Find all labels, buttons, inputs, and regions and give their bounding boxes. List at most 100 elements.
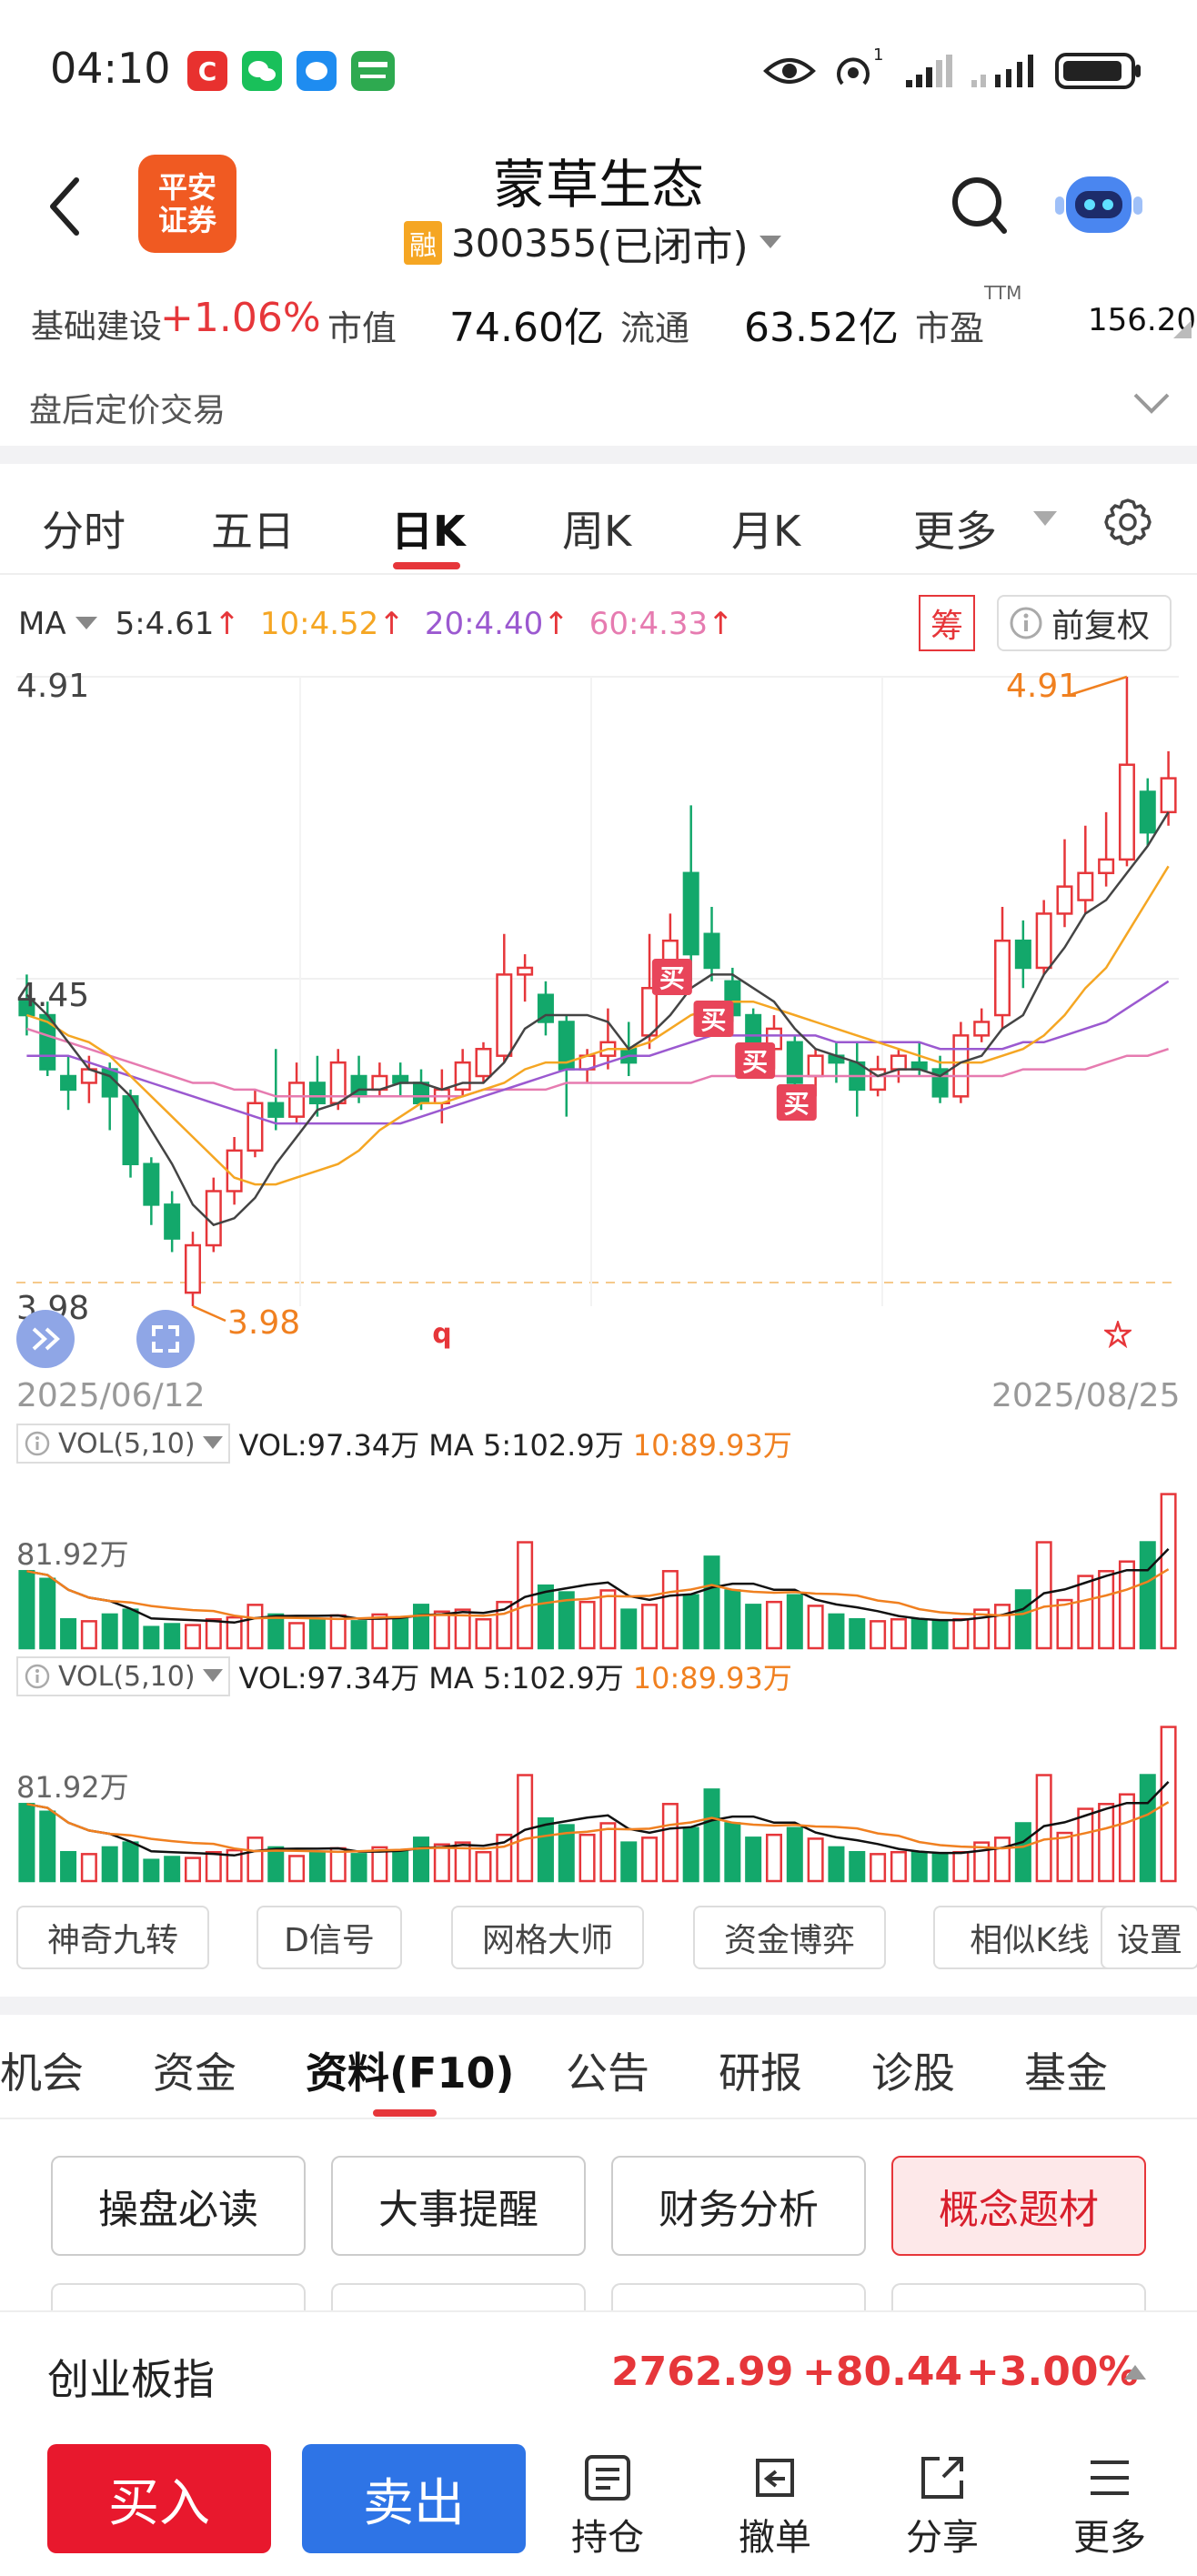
volume-bar: [308, 1617, 326, 1650]
message-icon: [297, 51, 337, 91]
back-icon[interactable]: [45, 175, 82, 238]
candle: [517, 966, 534, 976]
ai-assistant-icon[interactable]: [1053, 162, 1144, 244]
holdings-tool[interactable]: 持仓: [553, 2451, 662, 2561]
candle: [786, 1041, 803, 1084]
volume-bar: [1139, 1541, 1156, 1650]
candle: [1014, 939, 1031, 970]
capital-game-button[interactable]: 资金博弈: [693, 1906, 886, 1969]
index-ticker[interactable]: 创业板指 2762.99 +80.44 +3.00%: [0, 2310, 1197, 2424]
tab-announcement[interactable]: 公告: [566, 2048, 649, 2098]
volume-bar: [288, 1622, 306, 1650]
collapse-left-button[interactable]: [16, 1310, 75, 1368]
double-chevron-icon: [30, 1325, 61, 1353]
vol-value: VOL:97.34万: [238, 1428, 420, 1463]
tab-daily-k[interactable]: 日K: [391, 507, 466, 556]
kline-tabs: 分时 五日 日K 周K 月K 更多: [0, 464, 1197, 573]
grid-master-button[interactable]: 网格大师: [451, 1906, 644, 1969]
tab-f10[interactable]: 资料(F10): [306, 2048, 515, 2098]
volume-bar: [371, 1846, 388, 1883]
event-marker-icon[interactable]: q: [431, 1319, 453, 1350]
sell-button[interactable]: 卖出: [302, 2444, 526, 2553]
svg-text:1: 1: [873, 47, 882, 65]
volume-bar: [246, 1836, 264, 1883]
tab-monthly-k[interactable]: 月K: [731, 507, 801, 556]
star-marker-icon[interactable]: [1104, 1321, 1132, 1348]
broker-logo: 平安 证券: [138, 155, 236, 253]
candle: [184, 1243, 201, 1294]
share-label: 分享: [906, 2517, 979, 2559]
tab-weekly-k[interactable]: 周K: [562, 507, 632, 556]
tab-capital[interactable]: 资金: [153, 2048, 236, 2098]
divider: [0, 1997, 1197, 2015]
similar-kline-button[interactable]: 相似K线: [933, 1906, 1126, 1969]
tab-five-day[interactable]: 五日: [211, 507, 295, 556]
ma-label[interactable]: MA: [18, 606, 66, 642]
financial-analysis-button[interactable]: 财务分析: [611, 2156, 866, 2256]
vol-ma5-line: [26, 1781, 1170, 1857]
volume-bar: [661, 1803, 679, 1883]
events-button[interactable]: 大事提醒: [331, 2156, 586, 2256]
tab-indicator: [373, 2109, 437, 2117]
gear-icon[interactable]: [1102, 497, 1153, 548]
cancel-order-icon: [720, 2451, 830, 2504]
volume-bar: [724, 1822, 741, 1883]
chevron-down-icon[interactable]: [1132, 391, 1172, 417]
info-icon: [24, 1430, 51, 1457]
volume-bar: [578, 1600, 596, 1650]
tab-intraday[interactable]: 分时: [42, 507, 126, 556]
volume-bar: [641, 1604, 659, 1650]
adjust-mode-button[interactable]: 前复权: [997, 595, 1172, 651]
cancel-label: 撤单: [739, 2517, 811, 2559]
volume-bar: [1118, 1793, 1135, 1883]
chip-distribution-button[interactable]: 筹: [919, 595, 975, 651]
concept-button[interactable]: 概念题材: [891, 2156, 1146, 2256]
volume-bar: [329, 1846, 347, 1883]
volume-bar: [288, 1855, 306, 1883]
pe-value: 156.20: [1088, 302, 1196, 338]
settings-button[interactable]: 设置: [1101, 1906, 1197, 1969]
vol-ma10: 10:89.93万: [632, 1428, 792, 1463]
buy-signal-label: 买: [784, 1089, 810, 1119]
stock-code-selector[interactable]: 融 300355 (已闭市): [404, 220, 781, 270]
volume-bar: [745, 1836, 762, 1883]
d-signal-button[interactable]: D信号: [256, 1906, 402, 1969]
buy-signal-label: 买: [742, 1047, 768, 1077]
volume-bar: [952, 1617, 970, 1650]
buy-signal: [735, 1042, 776, 1079]
after-hours-row[interactable]: 盘后定价交易: [0, 373, 1197, 446]
share-tool[interactable]: 分享: [888, 2451, 997, 2561]
volume-bar: [745, 1604, 762, 1650]
cancel-tool[interactable]: 撤单: [720, 2451, 830, 2561]
magic-nine-button[interactable]: 神奇九转: [16, 1906, 209, 1969]
fullscreen-button[interactable]: [136, 1310, 195, 1368]
more-tool[interactable]: 更多: [1055, 2451, 1164, 2561]
index-percent: +3.00%: [966, 2349, 1139, 2395]
chevron-up-icon[interactable]: [1122, 2363, 1148, 2381]
volume-bar: [454, 1608, 471, 1650]
tab-diagnosis[interactable]: 诊股: [871, 2048, 955, 2098]
volume-bar: [184, 1624, 201, 1650]
candle: [641, 987, 659, 1037]
buy-button[interactable]: 买入: [47, 2444, 271, 2553]
volume-indicator-selector[interactable]: VOL(5,10): [16, 1424, 230, 1464]
buy-signal: [651, 959, 692, 995]
ma-dropdown-icon[interactable]: [75, 617, 97, 631]
tab-research[interactable]: 研报: [719, 2048, 802, 2098]
info-icon: [1008, 605, 1044, 641]
tab-opportunity[interactable]: 机会: [0, 2048, 84, 2098]
volume-bar: [18, 1803, 35, 1883]
candle: [1118, 763, 1135, 861]
sector-name[interactable]: 基础建设: [31, 308, 163, 346]
volume-indicator-selector-2[interactable]: VOL(5,10): [16, 1656, 230, 1696]
volume-bar: [143, 1625, 160, 1650]
volume-bar: [870, 1620, 887, 1650]
volume-bar: [599, 1589, 617, 1650]
volume-bar: [786, 1594, 803, 1650]
search-icon[interactable]: [950, 173, 1010, 238]
tab-fund[interactable]: 基金: [1024, 2048, 1108, 2098]
tab-more[interactable]: 更多: [913, 507, 997, 556]
trading-guide-button[interactable]: 操盘必读: [51, 2156, 306, 2256]
wechat-icon: [242, 51, 282, 91]
